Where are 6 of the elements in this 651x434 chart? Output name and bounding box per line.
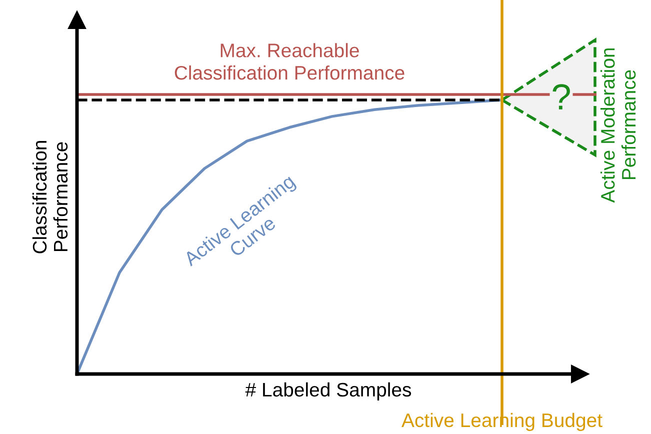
text: Active Moderation Performance (600, 48, 636, 203)
text: ? (552, 84, 570, 110)
y-axis-title: Classification Performance (32, 140, 68, 254)
text: Active Learning Budget (402, 412, 602, 431)
ref-line-label: Max. Reachable Classification Performance (174, 43, 404, 80)
x-axis-title: # Labeled Samples (245, 382, 412, 400)
